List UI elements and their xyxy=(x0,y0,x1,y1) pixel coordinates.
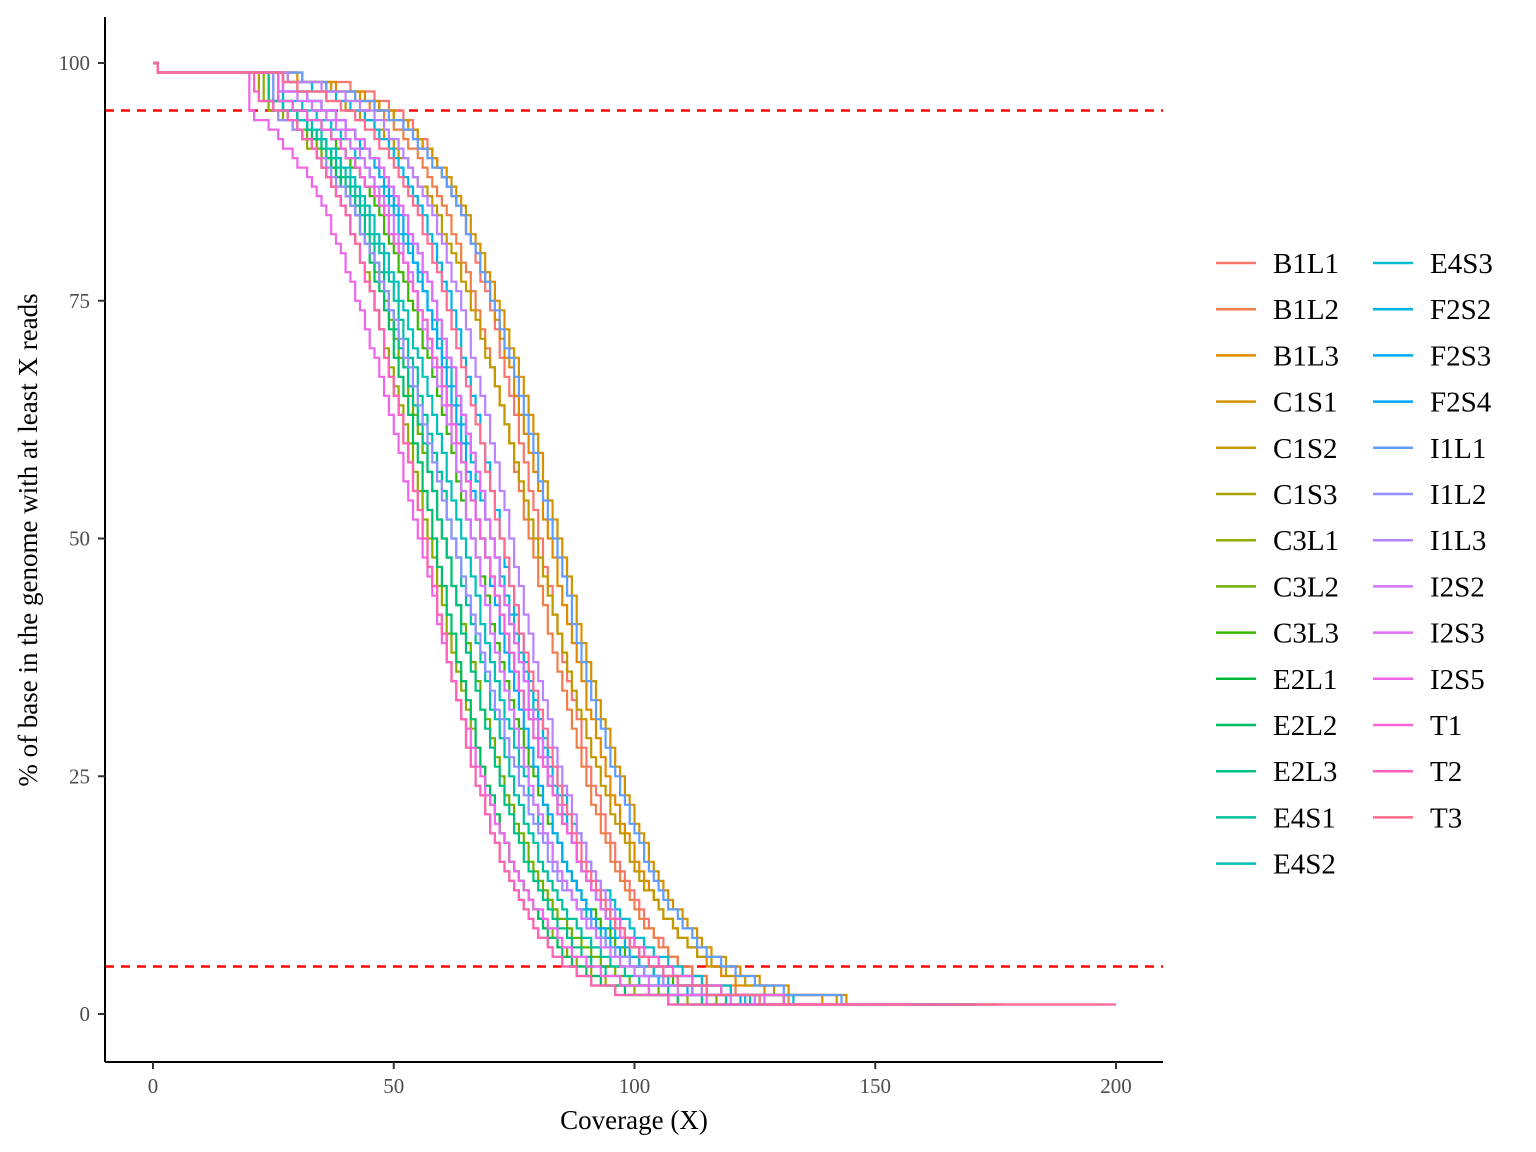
legend-item-I1L2: I1L2 xyxy=(1373,479,1486,511)
legend-label-C1S2: C1S2 xyxy=(1273,433,1337,465)
legend-label-B1L1: B1L1 xyxy=(1273,248,1339,280)
legend-label-C3L3: C3L3 xyxy=(1273,618,1339,650)
legend-label-E4S1: E4S1 xyxy=(1273,802,1336,834)
y-ticks: 0 25 50 75 100 xyxy=(59,51,105,1026)
legend: B1L1 B1L2 B1L3 C1S1 C1S2 C1S3 C3L1 C3L2 C3L3 E2L1… xyxy=(1216,248,1493,881)
legend-item-T1: T1 xyxy=(1373,710,1462,742)
legend-label-E4S3: E4S3 xyxy=(1430,248,1493,280)
y-tick-label-50: 50 xyxy=(69,527,90,551)
legend-item-B1L3: B1L3 xyxy=(1216,340,1339,372)
legend-label-C1S1: C1S1 xyxy=(1273,387,1337,419)
legend-item-C3L3: C3L3 xyxy=(1216,618,1339,650)
legend-label-E4S2: E4S2 xyxy=(1273,849,1336,881)
series-lines xyxy=(153,61,1116,1006)
legend-item-C3L2: C3L2 xyxy=(1216,571,1339,603)
legend-label-F2S3: F2S3 xyxy=(1430,340,1491,372)
x-tick-label-0: 0 xyxy=(148,1074,159,1098)
legend-label-T2: T2 xyxy=(1430,756,1462,788)
legend-item-F2S3: F2S3 xyxy=(1373,340,1491,372)
legend-item-I2S2: I2S2 xyxy=(1373,571,1485,603)
legend-item-I1L3: I1L3 xyxy=(1373,525,1486,557)
series-line-E2L2 xyxy=(153,61,895,1006)
legend-label-T1: T1 xyxy=(1430,710,1462,742)
legend-item-C1S3: C1S3 xyxy=(1216,479,1337,511)
legend-label-F2S4: F2S4 xyxy=(1430,387,1492,419)
legend-label-I1L2: I1L2 xyxy=(1430,479,1486,511)
x-tick-label-100: 100 xyxy=(619,1074,651,1098)
series-line-E4S3 xyxy=(153,61,972,1006)
y-tick-label-0: 0 xyxy=(80,1002,91,1026)
x-ticks: 0 50 100 150 200 xyxy=(148,1062,1132,1098)
series-line-E4S2 xyxy=(153,61,933,1006)
legend-item-E4S3: E4S3 xyxy=(1373,248,1493,280)
series-line-T2 xyxy=(153,61,866,1006)
y-tick-label-25: 25 xyxy=(69,764,90,788)
legend-label-I2S3: I2S3 xyxy=(1430,618,1485,650)
legend-label-I2S5: I2S5 xyxy=(1430,664,1485,696)
legend-item-E4S1: E4S1 xyxy=(1216,802,1336,834)
legend-item-I2S5: I2S5 xyxy=(1373,664,1485,696)
legend-label-I2S2: I2S2 xyxy=(1430,571,1485,603)
legend-label-B1L2: B1L2 xyxy=(1273,294,1339,326)
y-tick-label-75: 75 xyxy=(69,289,90,313)
legend-label-T3: T3 xyxy=(1430,802,1462,834)
series-line-B1L1 xyxy=(153,61,996,1006)
series-line-I1L1 xyxy=(153,61,1006,1006)
series-line-C1S1 xyxy=(153,61,996,1006)
legend-item-E2L2: E2L2 xyxy=(1216,710,1337,742)
legend-label-E2L3: E2L3 xyxy=(1273,756,1337,788)
legend-label-C1S3: C1S3 xyxy=(1273,479,1337,511)
legend-item-E2L1: E2L1 xyxy=(1216,664,1337,696)
legend-item-E4S2: E4S2 xyxy=(1216,849,1336,881)
legend-label-F2S2: F2S2 xyxy=(1430,294,1491,326)
legend-item-T3: T3 xyxy=(1373,802,1462,834)
legend-item-F2S2: F2S2 xyxy=(1373,294,1491,326)
legend-item-T2: T2 xyxy=(1373,756,1462,788)
x-tick-label-150: 150 xyxy=(860,1074,892,1098)
series-line-F2S3 xyxy=(153,61,948,1006)
legend-item-B1L2: B1L2 xyxy=(1216,294,1339,326)
legend-item-C1S1: C1S1 xyxy=(1216,387,1337,419)
series-line-C1S2 xyxy=(153,61,972,1006)
y-tick-label-100: 100 xyxy=(59,51,91,75)
legend-item-C3L1: C3L1 xyxy=(1216,525,1339,557)
legend-label-E2L2: E2L2 xyxy=(1273,710,1337,742)
y-axis-title: % of base in the genome with at least X … xyxy=(13,293,43,786)
legend-item-I1L1: I1L1 xyxy=(1373,433,1486,465)
series-line-I2S5 xyxy=(153,61,852,1006)
series-line-T3 xyxy=(153,61,1116,1006)
series-line-C3L2 xyxy=(153,61,900,1006)
legend-label-C3L1: C3L1 xyxy=(1273,525,1339,557)
legend-label-B1L3: B1L3 xyxy=(1273,340,1339,372)
legend-item-I2S3: I2S3 xyxy=(1373,618,1485,650)
x-axis-title: Coverage (X) xyxy=(560,1105,708,1135)
legend-item-E2L3: E2L3 xyxy=(1216,756,1337,788)
legend-label-I1L1: I1L1 xyxy=(1430,433,1486,465)
legend-label-C3L2: C3L2 xyxy=(1273,571,1339,603)
series-line-B1L3 xyxy=(153,61,1001,1006)
legend-item-B1L1: B1L1 xyxy=(1216,248,1339,280)
reference-lines xyxy=(105,109,1163,968)
x-tick-label-50: 50 xyxy=(383,1074,404,1098)
series-line-C3L1 xyxy=(153,61,885,1006)
x-tick-label-200: 200 xyxy=(1100,1074,1132,1098)
legend-label-E2L1: E2L1 xyxy=(1273,664,1337,696)
legend-label-I1L3: I1L3 xyxy=(1430,525,1486,557)
series-line-I2S3 xyxy=(153,61,948,1006)
legend-item-C1S2: C1S2 xyxy=(1216,433,1337,465)
legend-item-F2S4: F2S4 xyxy=(1373,387,1492,419)
